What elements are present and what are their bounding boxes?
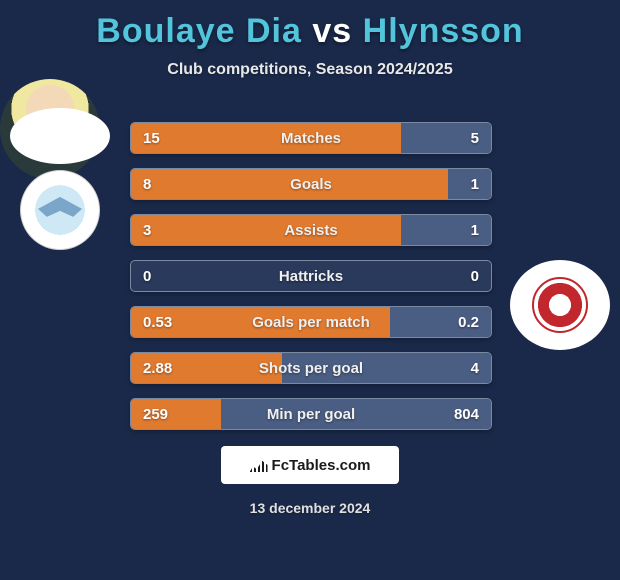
ajax-badge-icon <box>532 277 588 333</box>
stat-value-right: 1 <box>409 176 479 193</box>
stat-value-right: 804 <box>409 406 479 423</box>
stat-label: Shots per goal <box>213 360 409 377</box>
lazio-eagle-icon <box>38 197 82 217</box>
stat-row: 8Goals1 <box>130 168 492 200</box>
logo-text: FcTables.com <box>272 457 371 474</box>
stat-label: Hattricks <box>213 268 409 285</box>
chart-icon <box>250 458 268 472</box>
stat-value-right: 1 <box>409 222 479 239</box>
stat-value-right: 0 <box>409 268 479 285</box>
stat-value-left: 259 <box>143 406 213 423</box>
stat-label: Goals <box>213 176 409 193</box>
stat-value-left: 3 <box>143 222 213 239</box>
stat-value-right: 4 <box>409 360 479 377</box>
stat-row: 0Hattricks0 <box>130 260 492 292</box>
subtitle: Club competitions, Season 2024/2025 <box>0 61 620 79</box>
stat-label: Min per goal <box>213 406 409 423</box>
stats-container: 15Matches58Goals13Assists10Hattricks00.5… <box>130 122 492 444</box>
stat-row: 3Assists1 <box>130 214 492 246</box>
stat-value-left: 15 <box>143 130 213 147</box>
stat-row: 259Min per goal804 <box>130 398 492 430</box>
player1-club-badge <box>20 170 100 250</box>
stat-row: 0.53Goals per match0.2 <box>130 306 492 338</box>
stat-label: Assists <box>213 222 409 239</box>
stat-row: 2.88Shots per goal4 <box>130 352 492 384</box>
player1-name: Boulaye Dia <box>96 12 302 50</box>
player1-avatar <box>10 108 110 164</box>
date: 13 december 2024 <box>250 500 371 516</box>
stat-row: 15Matches5 <box>130 122 492 154</box>
fctables-logo: FcTables.com <box>221 446 399 484</box>
stat-value-left: 0 <box>143 268 213 285</box>
comparison-title: Boulaye Dia vs Hlynsson <box>0 0 620 51</box>
vs-text: vs <box>312 12 352 50</box>
stat-label: Matches <box>213 130 409 147</box>
stat-value-left: 8 <box>143 176 213 193</box>
stat-label: Goals per match <box>213 314 409 331</box>
player2-name: Hlynsson <box>363 12 524 50</box>
stat-value-right: 0.2 <box>409 314 479 331</box>
player2-club-badge <box>510 260 610 350</box>
stat-value-left: 0.53 <box>143 314 213 331</box>
stat-value-right: 5 <box>409 130 479 147</box>
stat-value-left: 2.88 <box>143 360 213 377</box>
